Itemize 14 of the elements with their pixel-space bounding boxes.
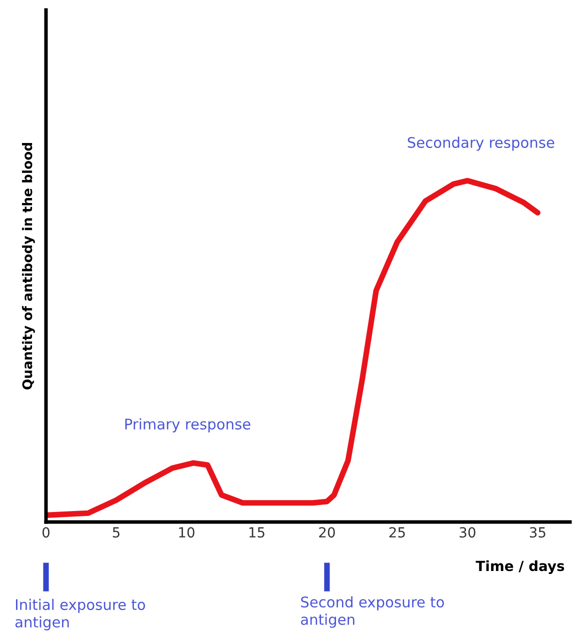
x-axis-title: Time / days [476, 560, 564, 574]
text: Second exposure to antigen [301, 596, 444, 628]
text: Secondary response [408, 136, 554, 151]
annotation: Primary response [125, 418, 250, 432]
x-tick-label: 5 [112, 527, 120, 538]
text: Initial exposure to antigen [15, 598, 146, 630]
x-tick-label: 15 [249, 527, 264, 538]
x-tick-label: 35 [530, 527, 546, 538]
x-tick-label: 20 [319, 527, 335, 538]
x-tick-label: 0 [42, 527, 50, 538]
x-tick-label: 30 [460, 527, 476, 538]
x-tick-label: 10 [179, 527, 194, 538]
y-axis-title: Quantity of antibody in the blood [22, 143, 35, 390]
x-tick-label: 25 [389, 527, 405, 538]
